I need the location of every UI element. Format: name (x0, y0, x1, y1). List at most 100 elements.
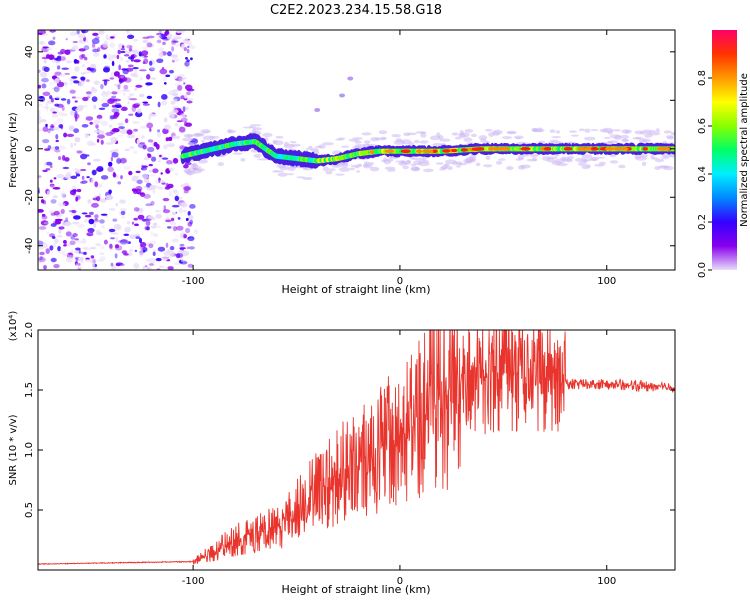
noise-blob (93, 222, 97, 228)
noise-blob (176, 225, 184, 231)
colorbar-ticks: 0.0 0.2 0.4 0.6 0.8 (697, 70, 712, 278)
noise-blob (38, 175, 42, 178)
ridge-halo (634, 130, 643, 135)
noise-blob (140, 125, 148, 129)
noise-blob (149, 67, 155, 72)
noise-blob (120, 216, 126, 219)
noise-blob (38, 241, 46, 246)
noise-blob (164, 124, 172, 130)
noise-blob (98, 107, 106, 111)
ridge-halo (506, 166, 514, 171)
noise-blob (126, 30, 130, 34)
noise-blob (129, 146, 135, 149)
noise-blob (178, 249, 184, 254)
noise-blob (60, 73, 65, 78)
noise-blob (73, 113, 80, 119)
noise-blob (103, 54, 107, 59)
ridge-halo (287, 166, 296, 172)
ridge-halo (603, 136, 611, 140)
figure-title: C2E2.2023.234.15.58.G18 (270, 3, 442, 18)
ridge-halo (506, 130, 517, 134)
noise-blob (74, 137, 81, 143)
ridge-halo (252, 127, 263, 131)
noise-blob (79, 38, 83, 44)
noise-blob (45, 168, 51, 171)
noise-blob (55, 134, 59, 140)
spectrogram-y-tick-label: 20 (24, 94, 35, 107)
noise-blob (120, 106, 128, 112)
ridge-halo (522, 154, 530, 157)
noise-blob (141, 46, 149, 50)
ridge-halo (406, 132, 417, 136)
noise-blob (91, 202, 99, 208)
noise-blob (158, 209, 162, 214)
noise-blob (52, 127, 60, 131)
noise-blob (134, 223, 139, 227)
spectrogram-y-tick-label: -40 (24, 238, 35, 254)
noise-blob (174, 195, 179, 202)
noise-blob (64, 49, 71, 55)
noise-blob (70, 110, 75, 116)
ridge-halo (253, 153, 262, 158)
ridge-halo (315, 145, 323, 149)
noise-blob (180, 184, 185, 188)
noise-blob (48, 210, 54, 214)
noise-blob (161, 66, 165, 70)
noise-blob (50, 97, 54, 103)
noise-blob (100, 120, 109, 127)
noise-blob (80, 169, 87, 171)
noise-blob (150, 77, 157, 80)
noise-blob (181, 258, 184, 263)
ridge-halo (363, 161, 371, 165)
ridge-halo (620, 134, 629, 139)
noise-blob (123, 54, 130, 57)
noise-blob (129, 93, 135, 96)
noise-blob (93, 219, 100, 223)
ridge-halo (242, 126, 254, 129)
noise-blob (116, 87, 122, 94)
noise-blob (155, 257, 162, 262)
noise-blob (93, 158, 101, 162)
noise-blob (60, 56, 66, 61)
noise-blob (45, 248, 50, 255)
noise-blob (143, 156, 150, 161)
noise-blob (49, 183, 55, 188)
noise-blob (53, 210, 60, 216)
spectrogram-y-tick-label: -20 (24, 189, 35, 205)
noise-blob (59, 247, 63, 251)
noise-blob (129, 248, 133, 253)
ridge-halo (447, 166, 453, 171)
noise-blob (182, 106, 186, 113)
ridge-halo (618, 164, 626, 169)
noise-blob (152, 248, 157, 253)
noise-blob (99, 219, 105, 224)
noise-blob (149, 127, 152, 132)
noise-blob (80, 251, 85, 255)
noise-blob (171, 211, 177, 216)
ridge-halo (583, 159, 588, 163)
noise-blob (117, 74, 126, 80)
ridge-halo (374, 137, 387, 141)
noise-blob (116, 54, 120, 60)
ridge-halo (186, 134, 193, 138)
ridge-halo (289, 140, 297, 144)
ridge-hotspot (620, 147, 629, 151)
noise-blob (109, 243, 113, 249)
noise-blob (185, 106, 189, 111)
noise-blob (126, 129, 133, 135)
noise-blob (145, 242, 151, 247)
ridge-halo (325, 170, 333, 175)
noise-blob (135, 84, 143, 88)
noise-blob (54, 146, 60, 150)
noise-blob (146, 226, 150, 231)
noise-blob (76, 195, 81, 200)
noise-blob (51, 236, 56, 239)
noise-blob (120, 75, 125, 79)
noise-blob (42, 106, 50, 109)
noise-blob (75, 96, 82, 100)
noise-blob (139, 76, 143, 81)
noise-blob (107, 98, 115, 105)
ridge-halo (609, 140, 619, 144)
spectral-feature (347, 76, 354, 81)
noise-blob (51, 113, 59, 118)
